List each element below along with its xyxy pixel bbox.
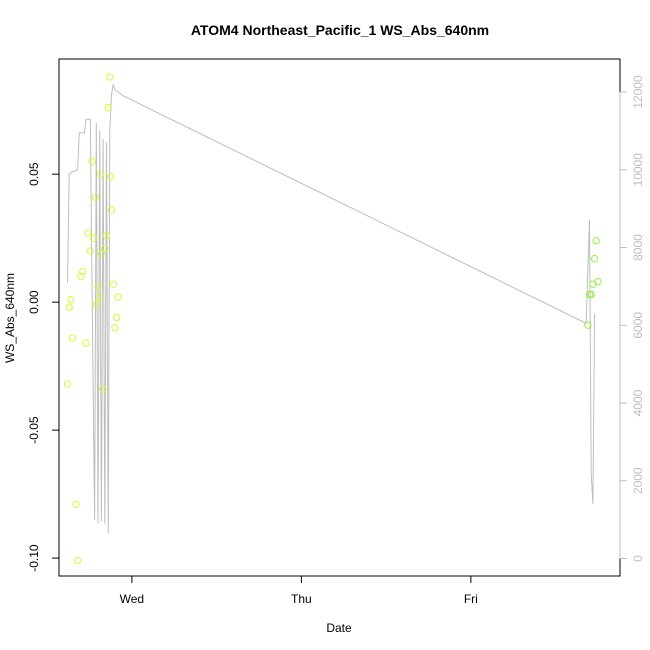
- data-point: [91, 193, 100, 201]
- chart-title: ATOM4 Northeast_Pacific_1 WS_Abs_640nm: [191, 22, 489, 38]
- data-point: [112, 313, 121, 322]
- data-point: [111, 324, 119, 332]
- y2-tick-label: 6000: [631, 312, 645, 339]
- y2-tick-label: 4000: [631, 389, 645, 416]
- y2-tick-label: 8000: [631, 234, 645, 261]
- data-point: [594, 277, 602, 286]
- data-point: [67, 295, 75, 304]
- x-tick-label: Wed: [120, 592, 144, 606]
- data-point: [104, 103, 112, 112]
- data-point: [79, 267, 87, 276]
- data-point: [86, 247, 95, 255]
- data-point: [68, 334, 77, 342]
- data-point: [106, 173, 115, 181]
- y-tick-label: -0.05: [27, 416, 41, 444]
- data-point: [88, 157, 96, 166]
- data-point: [73, 556, 82, 565]
- y-tick-label: 0.05: [27, 162, 41, 186]
- data-point: [109, 280, 117, 288]
- data-point: [97, 249, 106, 258]
- data-point: [84, 229, 92, 237]
- series-line: [67, 84, 596, 534]
- data-point: [82, 339, 90, 347]
- y2-tick-label: 0: [631, 555, 645, 562]
- y-axis-right: 0 2000 4000 6000 8000 10000 12000: [620, 75, 645, 562]
- data-point: [592, 237, 600, 245]
- y-tick-label: 0.00: [27, 290, 41, 314]
- data-point: [63, 380, 72, 388]
- data-point: [107, 206, 116, 214]
- data-point: [72, 500, 80, 509]
- y-axis-label: WS_Abs_640nm: [3, 273, 17, 363]
- x-axis: Wed Thu Fri: [120, 575, 478, 606]
- data-point: [114, 293, 123, 301]
- data-point: [92, 301, 100, 309]
- data-point: [106, 73, 114, 81]
- y-tick-label: -0.10: [27, 544, 41, 572]
- y2-tick-label: 12000: [631, 75, 645, 109]
- data-point: [590, 254, 599, 263]
- data-point: [96, 170, 105, 178]
- secondary-line-series: [67, 84, 596, 534]
- x-tick-label: Fri: [464, 592, 478, 606]
- data-point: [95, 293, 104, 301]
- y-axis-left: -0.10 -0.05 0.00 0.05: [27, 162, 60, 572]
- data-point: [99, 385, 107, 393]
- y2-tick-label: 2000: [631, 467, 645, 494]
- data-point: [587, 290, 595, 299]
- data-point: [77, 272, 85, 281]
- x-axis-label: Date: [326, 621, 352, 635]
- point-series: [63, 73, 602, 565]
- data-point: [94, 283, 102, 291]
- data-point: [584, 321, 592, 329]
- data-point: [90, 234, 98, 242]
- data-point: [102, 231, 111, 240]
- data-point: [65, 303, 73, 311]
- x-tick-label: Thu: [291, 592, 312, 606]
- y2-tick-label: 10000: [631, 153, 645, 187]
- data-point: [101, 244, 109, 253]
